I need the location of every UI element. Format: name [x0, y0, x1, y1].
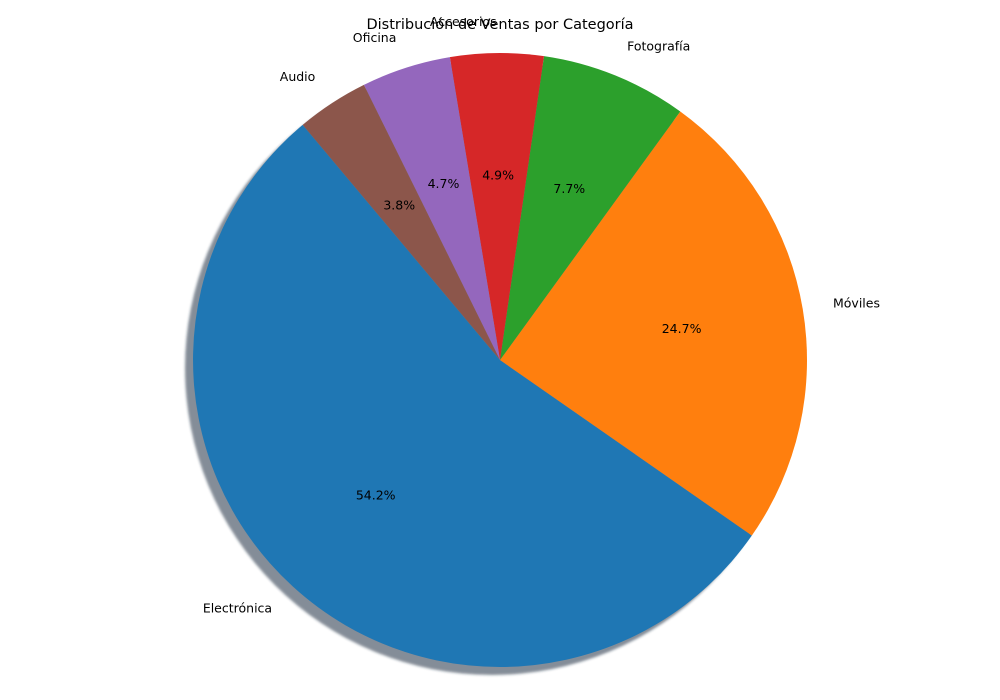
pct-label-audio: 3.8% — [383, 197, 415, 212]
chart-title: Distribución de Ventas por Categoría — [366, 17, 633, 33]
slice-label-fotografia: Fotografía — [627, 39, 690, 54]
pie-slice-moviles — [500, 111, 808, 536]
pct-label-moviles: 24.7% — [662, 321, 702, 336]
pct-label-electronica: 54.2% — [356, 487, 396, 502]
pct-label-accesorios: 4.9% — [482, 167, 514, 182]
pct-label-fotografia: 7.7% — [553, 181, 585, 196]
pie-slice-fotografia — [500, 56, 681, 361]
pie-slice-oficina — [363, 57, 500, 361]
slice-label-oficina: Oficina — [353, 30, 397, 45]
slice-label-moviles: Móviles — [833, 295, 880, 310]
pct-label-oficina: 4.7% — [428, 176, 460, 191]
slice-label-audio: Audio — [280, 69, 316, 84]
slice-label-accesorios: Accesorios — [430, 14, 497, 29]
slice-label-electronica: Electrónica — [203, 601, 272, 616]
pie-slice-accesorios — [449, 52, 544, 361]
pie-slice-audio — [302, 84, 500, 360]
pie-labels: Electrónica 54.2% Móviles 24.7% Fotografía 7.… — [203, 14, 880, 616]
pie-slices — [193, 52, 808, 667]
pie-slice-electronica — [193, 124, 752, 667]
